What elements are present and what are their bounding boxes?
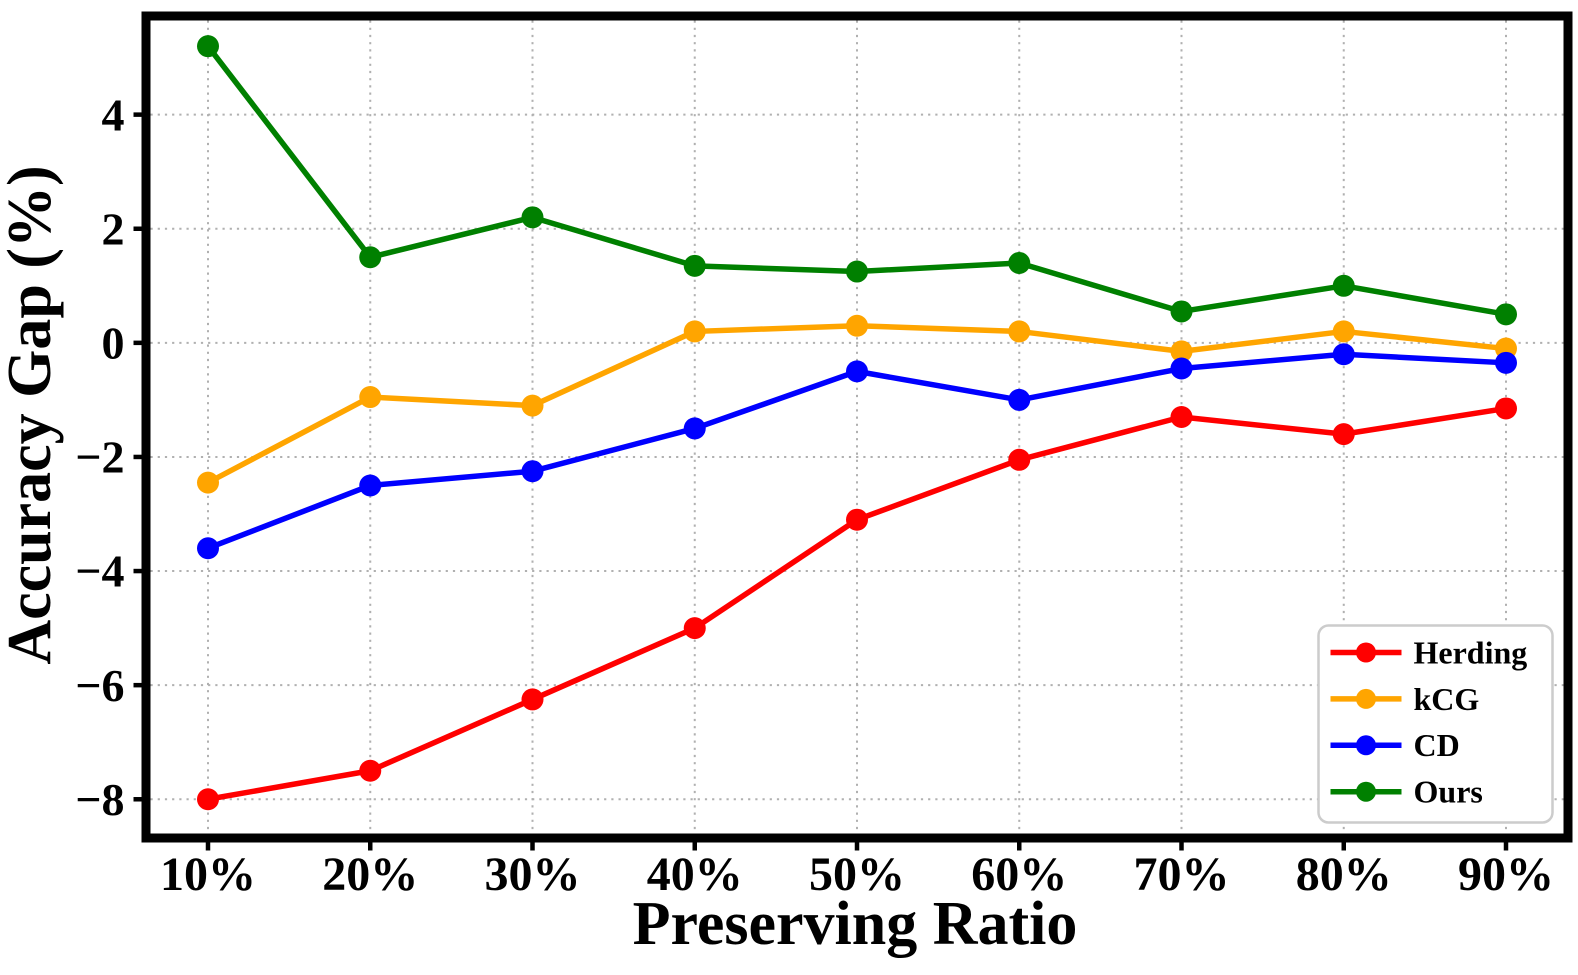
data-point (1332, 320, 1355, 343)
legend: Herding kCG CD Ours (1317, 624, 1554, 824)
data-point (1170, 357, 1193, 380)
x-tick-label: 40% (647, 848, 743, 901)
data-point (1170, 406, 1193, 429)
data-point (197, 35, 219, 58)
legend-item: CD (1330, 727, 1460, 763)
data-point (846, 260, 868, 283)
data-point (1495, 303, 1517, 326)
y-tick-label: 0 (102, 317, 125, 368)
y-axis-title: Accuracy Gap (%) (0, 165, 64, 664)
legend-swatch-marker (1356, 688, 1376, 709)
y-tick-label: −4 (75, 546, 124, 597)
x-tick-label: 90% (1458, 848, 1554, 901)
legend-swatch-marker (1356, 642, 1376, 663)
data-point (683, 617, 706, 640)
x-tick-label: 60% (971, 848, 1067, 901)
data-point (1332, 343, 1355, 366)
series-Ours (197, 35, 1517, 326)
data-point (359, 759, 382, 782)
legend-item: Herding (1330, 634, 1528, 670)
x-tick-label: 50% (809, 848, 905, 901)
legend-label: CD (1414, 727, 1460, 763)
x-tick-label: 70% (1134, 848, 1230, 901)
series-layer (197, 35, 1517, 811)
data-point (197, 471, 219, 494)
data-point (1008, 448, 1031, 471)
series-CD (197, 343, 1517, 560)
legend-item: kCG (1330, 681, 1480, 717)
legend-label: kCG (1414, 681, 1480, 717)
legend-label: Herding (1414, 634, 1528, 670)
x-tick-label: 10% (160, 848, 256, 901)
data-point (1332, 274, 1355, 297)
data-point (521, 688, 544, 711)
data-point (683, 254, 706, 277)
y-tick-label: 2 (102, 203, 125, 254)
tick-layer: 4 2 0 −2 −4 −6 −8 10% 20% 30% 40% 50% 60% 70% 80% 90% (75, 89, 1554, 901)
x-tick-label: 80% (1296, 848, 1392, 901)
legend-swatch-marker (1356, 781, 1376, 802)
x-tick-label: 20% (322, 848, 418, 901)
y-tick-label: −2 (75, 432, 124, 483)
data-point (846, 360, 868, 383)
series-Herding (197, 397, 1517, 811)
data-point (683, 320, 706, 343)
legend-item: Ours (1330, 774, 1483, 810)
data-point (1332, 423, 1355, 446)
data-point (1495, 397, 1517, 420)
data-point (197, 788, 219, 811)
data-point (1170, 300, 1193, 323)
data-point (359, 474, 382, 497)
legend-label: Ours (1414, 774, 1483, 810)
data-point (846, 314, 868, 337)
data-point (1495, 351, 1517, 374)
y-tick-label: −6 (75, 660, 124, 711)
data-point (683, 417, 706, 440)
y-tick-label: 4 (102, 89, 125, 140)
legend-box (1317, 624, 1554, 824)
data-point (1170, 340, 1193, 363)
data-point (1008, 320, 1031, 343)
data-point (1008, 388, 1031, 411)
data-point (359, 246, 382, 269)
data-point (521, 206, 544, 229)
data-point (846, 508, 868, 531)
data-point (1008, 251, 1031, 274)
data-point (521, 394, 544, 417)
y-tick-label: −8 (75, 774, 124, 825)
x-axis-title: Preserving Ratio (633, 890, 1078, 958)
x-tick-label: 30% (485, 848, 581, 901)
data-point (521, 460, 544, 483)
data-point (197, 537, 219, 560)
legend-swatch-marker (1356, 735, 1376, 756)
data-point (359, 386, 382, 409)
